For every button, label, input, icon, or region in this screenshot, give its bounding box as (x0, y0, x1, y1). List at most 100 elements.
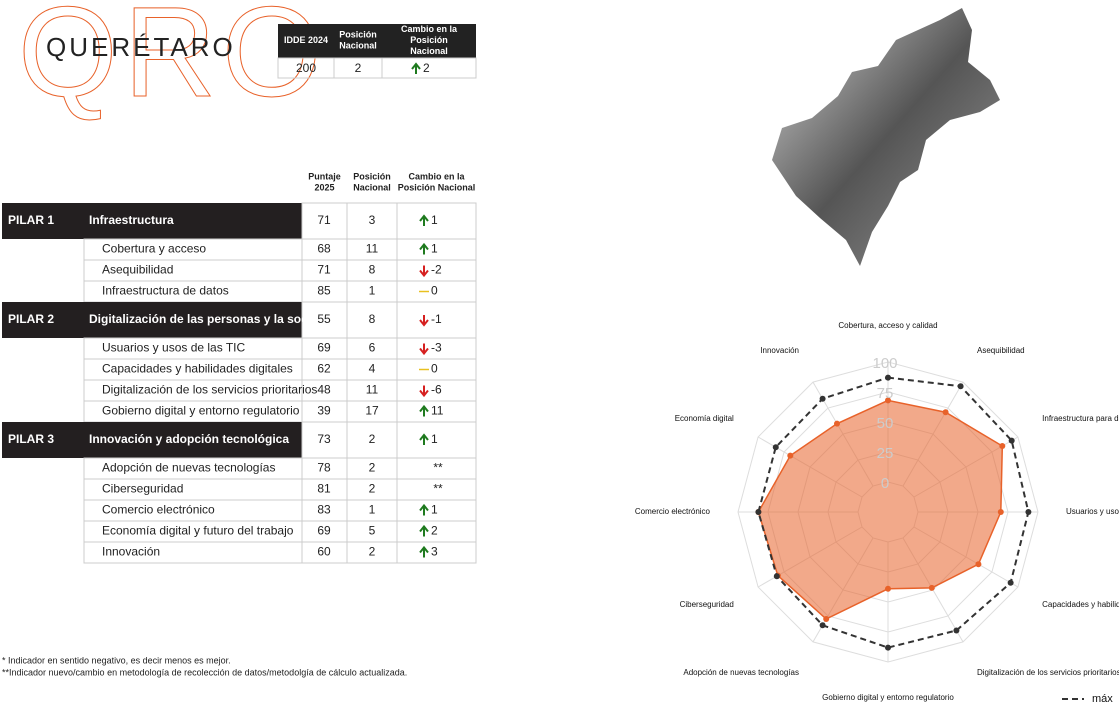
r-tick-label: 25 (877, 445, 894, 462)
arrow-up (419, 214, 429, 226)
pillar-position: 2 (369, 432, 376, 446)
pillar-name: Innovación y adopción tecnológica (89, 432, 289, 446)
axis-label: Economía digital (675, 414, 734, 423)
summary-header: Posición Nacional (339, 30, 377, 51)
point (885, 374, 891, 381)
item-position: 2 (369, 461, 376, 475)
axis-label: Adopción de nuevas tecnologías (683, 668, 799, 677)
point (942, 409, 949, 416)
change-value: -3 (431, 341, 442, 355)
arrow-down (419, 265, 429, 278)
axis-label: Innovación (760, 346, 799, 355)
point (1008, 437, 1015, 444)
axis-label: Gobierno digital y entorno regulatorio (822, 693, 954, 702)
arrow-up (419, 433, 429, 445)
change-value: 1 (431, 213, 438, 227)
pillar-bg (2, 203, 302, 239)
point (1025, 509, 1032, 515)
change-value: 2 (431, 524, 438, 538)
point (957, 383, 964, 390)
arrow-down (419, 315, 429, 327)
axis-label: Ciberseguridad (680, 600, 734, 609)
pillar-score: 55 (317, 312, 331, 326)
item-score: 68 (317, 242, 331, 256)
point (823, 616, 830, 623)
item-position: 5 (369, 524, 376, 538)
point (999, 443, 1006, 449)
change-value: 1 (431, 242, 438, 256)
point (975, 561, 982, 568)
item-name: Infraestructura de datos (102, 284, 229, 298)
item-position: 6 (369, 341, 376, 355)
item-position: 2 (369, 545, 376, 559)
item-score: 83 (317, 503, 331, 517)
item-position: 1 (369, 284, 376, 298)
summary-header: IDDE 2024 (284, 35, 328, 45)
item-position: 4 (369, 362, 376, 376)
pillar-name: Digitalización de las personas y la soci… (89, 312, 339, 326)
item-name: Ciberseguridad (102, 482, 183, 496)
point (1007, 579, 1014, 586)
point (772, 444, 779, 451)
item-name: Comercio electrónico (102, 503, 215, 517)
point (953, 627, 960, 634)
table-header: Posición Nacional (353, 172, 391, 193)
pillar-position: 8 (369, 312, 376, 326)
item-score: 69 (317, 341, 331, 355)
arrow-up (411, 62, 421, 74)
arrow-down (419, 343, 429, 356)
summary-cell: 200 (296, 61, 316, 75)
change-value: 1 (431, 432, 438, 446)
item-name: Economía digital y futuro del trabajo (102, 524, 294, 538)
item-position: 11 (366, 383, 379, 397)
arrow-up (419, 242, 429, 255)
change-value: 2 (423, 61, 430, 75)
item-score: 39 (317, 404, 331, 418)
point (787, 452, 794, 459)
item-position: 1 (369, 503, 376, 517)
logo: QRO (18, 0, 328, 124)
arrow-up (419, 503, 429, 516)
pillar-score: 73 (317, 432, 331, 446)
axis-label: Capacidades y habilidades (1042, 600, 1119, 609)
pillar-score: 71 (317, 213, 331, 227)
change-text: ** (433, 461, 443, 475)
item-position: 2 (369, 482, 376, 496)
r-tick-label: 100 (872, 355, 897, 372)
point (997, 509, 1004, 515)
r-tick-label: 50 (877, 415, 894, 432)
arrow-up (419, 524, 429, 537)
item-position: 17 (365, 404, 379, 418)
axis-label: Usuarios y usos TICs (1066, 507, 1119, 516)
point (773, 573, 780, 580)
item-name: Cobertura y acceso (102, 242, 206, 256)
arrow-down (419, 385, 429, 398)
pillar-bg (2, 422, 302, 458)
state-title: QUERÉTARO (46, 32, 236, 62)
pillar-label: PILAR 2 (8, 312, 54, 326)
item-score: 48 (317, 383, 331, 397)
state-map (772, 8, 1000, 266)
axis-label: Comercio electrónico (635, 507, 711, 516)
change-value: -2 (431, 263, 442, 277)
item-row (83, 541, 477, 564)
item-name: Usuarios y usos de las TIC (102, 341, 246, 355)
point (755, 509, 762, 515)
point (834, 420, 840, 427)
item-score: 81 (317, 482, 331, 496)
item-name: Innovación (102, 545, 160, 559)
item-position: 11 (366, 242, 379, 256)
point (885, 397, 891, 404)
item-name: Digitalización de los servicios priorita… (102, 383, 317, 397)
item-score: 69 (317, 524, 331, 538)
change-value: 0 (431, 362, 438, 376)
item-score: 78 (317, 461, 331, 475)
item-name: Adopción de nuevas tecnologías (102, 461, 275, 475)
pillar-label: PILAR 3 (8, 432, 54, 446)
change-value: 1 (431, 503, 438, 517)
table-header: Puntaje 2025 (308, 172, 341, 193)
arrow-up (419, 545, 429, 558)
change-text: ** (433, 482, 443, 496)
arrow-up (419, 404, 429, 417)
